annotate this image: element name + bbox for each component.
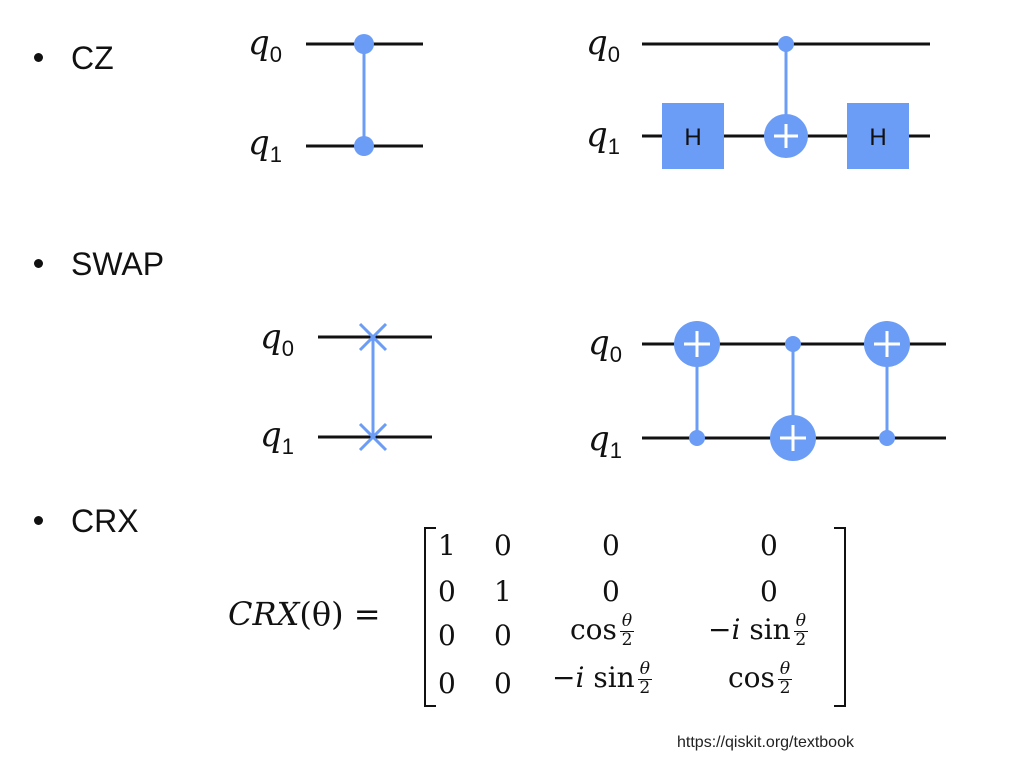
- bullet-dot: [34, 259, 43, 269]
- crx-equation: CRX(θ) = 1 0 0 0 0 1 0 0 0 0 cos θ 2 −i si…: [226, 523, 866, 713]
- matrix-cell-cos: cos θ 2: [728, 659, 793, 698]
- cz-left-q1-label: q1: [248, 123, 283, 167]
- control-dot: [785, 336, 801, 352]
- cz-left-q0-label: q0: [248, 23, 283, 67]
- matrix-cell: 0: [602, 575, 620, 608]
- swap-equivalent-circuit: [642, 321, 946, 461]
- h-gate-label: H: [869, 124, 886, 151]
- control-dot: [879, 430, 895, 446]
- matrix-cell: 1: [494, 575, 512, 608]
- h-gate: [662, 103, 724, 169]
- matrix-cell-neg-i-sin: −i sin θ 2: [708, 611, 808, 650]
- circuit-diagrams: H H: [306, 34, 946, 461]
- source-url: https://qiskit.org/textbook: [677, 734, 854, 751]
- swap-cross: [358, 422, 388, 452]
- h-gate-label: H: [684, 124, 701, 151]
- control-dot: [354, 34, 374, 54]
- cz-right-q1-label: q1: [586, 115, 621, 159]
- control-dot: [689, 430, 705, 446]
- matrix-cell: 0: [602, 529, 620, 562]
- matrix-cell: 0: [760, 575, 778, 608]
- matrix-cell: 0: [494, 667, 512, 700]
- bullet-label: CZ: [71, 40, 114, 76]
- bullet-label: CRX: [71, 503, 139, 539]
- matrix-left-bracket: [424, 527, 436, 707]
- swap-right-q0-label: q0: [588, 323, 623, 367]
- cz-right-q0-label: q0: [586, 23, 621, 67]
- bullet-dot: [34, 53, 43, 63]
- crx-lhs: CRX(θ) =: [228, 595, 381, 633]
- matrix-cell: 0: [438, 619, 456, 652]
- bullet-swap: SWAP: [34, 248, 164, 280]
- swap-left-q0-label: q0: [260, 317, 295, 361]
- control-dot: [778, 36, 794, 52]
- cz-equivalent-circuit: H H: [642, 36, 930, 169]
- cz-circuit: [306, 34, 423, 156]
- matrix-right-bracket: [834, 527, 846, 707]
- matrix-cell: 0: [760, 529, 778, 562]
- bullet-label: SWAP: [71, 246, 165, 282]
- matrix-cell: 0: [494, 619, 512, 652]
- bullet-dot: [34, 516, 43, 526]
- bullet-crx: CRX: [34, 505, 139, 537]
- matrix-cell-neg-i-sin: −i sin θ 2: [552, 659, 652, 698]
- h-gate: [847, 103, 909, 169]
- bullet-cz: CZ: [34, 42, 114, 74]
- swap-left-q1-label: q1: [260, 415, 295, 459]
- matrix-cell: 0: [438, 667, 456, 700]
- matrix-cell: 0: [494, 529, 512, 562]
- matrix-cell: 0: [438, 575, 456, 608]
- swap-right-q1-label: q1: [588, 419, 623, 463]
- swap-cross: [358, 322, 388, 352]
- swap-circuit: [318, 322, 432, 452]
- matrix-cell-cos: cos θ 2: [570, 611, 635, 650]
- control-dot: [354, 136, 374, 156]
- matrix-cell: 1: [438, 529, 456, 562]
